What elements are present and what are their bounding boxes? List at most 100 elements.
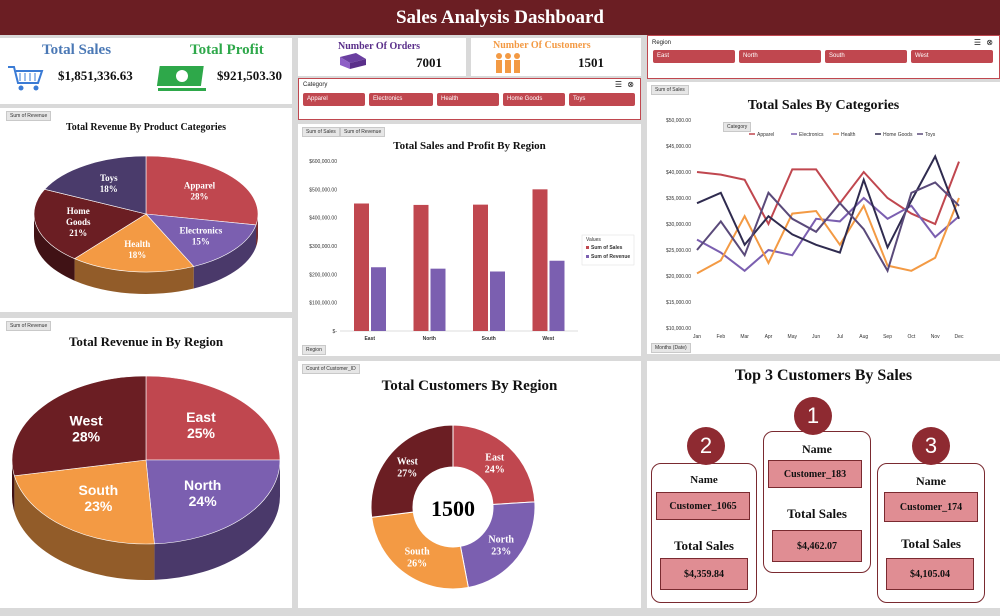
pie-slice-home-goods [33, 188, 147, 260]
legend-item: Health [841, 132, 856, 138]
total-profit-label: Total Profit [190, 42, 264, 58]
pie-label: 28% [72, 429, 101, 445]
field-tag[interactable]: Sum of Revenue [6, 321, 52, 331]
name-label: Name [802, 442, 832, 456]
field-tag[interactable]: Count of Customer_ID [302, 364, 360, 374]
bar-north-sales [413, 204, 429, 331]
customer-card-3: Name Customer_174 Total Sales $4,105.04 [877, 463, 985, 603]
pie-label: Goods [66, 217, 91, 227]
category-slicer-header: Category [303, 82, 328, 88]
pie-slice-west [11, 375, 147, 477]
x-tick-label: Apr [765, 334, 773, 340]
field-tag[interactable]: Sum of Sales [302, 127, 340, 137]
donut-label: East [485, 453, 505, 464]
line-series-home-goods [696, 154, 960, 254]
region-option-west[interactable]: West [911, 50, 993, 63]
pie-slice-side [74, 258, 194, 294]
category-slicer: Category ☰ ⊗ Apparel Electronics Health … [298, 78, 641, 120]
y-tick-label: $10,000.00 [666, 326, 691, 332]
legend-swatch [586, 246, 589, 249]
x-tick-label: West [542, 336, 554, 342]
total-profit-value: $921,503.30 [217, 68, 282, 83]
pie-label: North [184, 477, 221, 493]
category-option-apparel[interactable]: Apparel [303, 93, 365, 106]
donut-slice-south [371, 511, 469, 590]
rank-badge-2: 2 [687, 427, 725, 465]
orders-value: 7001 [416, 55, 442, 70]
legend-item: Sum of Revenue [591, 254, 630, 260]
pie-label: Home [67, 206, 90, 216]
pie-slice-electronics [145, 213, 257, 267]
category-option-electronics[interactable]: Electronics [369, 93, 433, 106]
dashboard-header: Sales Analysis Dashboard [0, 0, 1000, 35]
donut-label: 23% [491, 546, 511, 557]
axis-field-tag[interactable]: Region [302, 345, 326, 355]
line-series-toys [696, 181, 960, 274]
customer-name: Customer_174 [884, 492, 978, 522]
axis-field-tag[interactable]: Months (Date) [651, 343, 691, 353]
x-tick-label: Aug [859, 334, 868, 340]
donut-label: 27% [397, 469, 417, 480]
y-tick-label: $30,000.00 [666, 222, 691, 228]
multi-select-icon[interactable]: ☰ [973, 38, 981, 47]
region-option-south[interactable]: South [825, 50, 907, 63]
pie-label: Toys [100, 173, 118, 183]
clear-filter-icon[interactable]: ⊗ [986, 38, 993, 47]
category-filter-tag[interactable]: Category [723, 122, 752, 132]
pie-slice-east [145, 375, 281, 461]
orders-label: Number Of Orders [338, 41, 421, 52]
y-tick-label: $20,000.00 [666, 274, 691, 280]
clear-filter-icon[interactable]: ⊗ [627, 80, 634, 89]
total-sales-label: Total Sales [674, 538, 734, 553]
customer-name: Customer_183 [768, 460, 862, 488]
chart-title: Total Revenue in By Region [68, 334, 224, 349]
field-tag[interactable]: Sum of Revenue [6, 111, 52, 121]
line-chart: $10,000.00 $15,000.00 $20,000.00 $25,000.00… [666, 118, 964, 340]
donut-slice-east [452, 424, 536, 506]
pie-label: Apparel [184, 181, 216, 191]
pie-label: 15% [192, 237, 210, 247]
region-option-north[interactable]: North [739, 50, 821, 63]
category-pie-chart: Apparel28%Electronics15%Health18%HomeGoo… [33, 155, 259, 294]
pie-label: West [70, 413, 104, 429]
donut-label: 26% [407, 558, 427, 569]
donut-slice-north [459, 501, 536, 589]
y-tick-label: $- [333, 329, 338, 335]
multi-select-icon[interactable]: ☰ [614, 80, 622, 89]
sales-profit-by-region-panel: Sum of Sales Sum of Revenue Total Sales … [298, 124, 641, 356]
customer-sales: $4,359.84 [660, 558, 748, 590]
region-option-east[interactable]: East [653, 50, 735, 63]
x-tick-label: East [364, 336, 375, 342]
name-label: Name [690, 474, 718, 486]
legend-item: Toys [925, 132, 936, 138]
legend-item: Sum of Sales [591, 245, 623, 251]
line-series-electronics [696, 196, 960, 273]
pie-slice-apparel [145, 155, 259, 226]
revenue-by-category-panel: Sum of Revenue Total Revenue By Product … [0, 108, 292, 312]
name-label: Name [916, 474, 946, 488]
x-tick-label: North [423, 336, 436, 342]
pie-label: 18% [128, 250, 146, 260]
x-tick-label: Dec [955, 334, 964, 340]
pie-slice-side [154, 460, 280, 580]
line-series-apparel [696, 161, 960, 227]
field-tag[interactable]: Sum of Sales [651, 85, 689, 95]
y-tick-label: $100,000.00 [309, 301, 337, 307]
y-tick-label: $400,000.00 [309, 216, 337, 222]
y-tick-label: $50,000.00 [666, 118, 691, 124]
rank-badge-1: 1 [794, 397, 832, 435]
category-option-toys[interactable]: Toys [569, 93, 635, 106]
category-option-home-goods[interactable]: Home Goods [503, 93, 565, 106]
region-slicer-header: Region [652, 40, 672, 46]
category-option-health[interactable]: Health [437, 93, 499, 106]
bar-south-sales [473, 204, 488, 331]
dashboard-title: Sales Analysis Dashboard [395, 6, 604, 28]
x-tick-label: Feb [717, 334, 726, 340]
field-tag[interactable]: Sum of Revenue [340, 127, 386, 137]
pie-label: 23% [84, 498, 113, 514]
pie-label: East [186, 409, 216, 425]
kpi-sales-profit-panel: Total Sales $1,851,336.63 Total Profit $… [0, 38, 292, 104]
legend-item: Home Goods [883, 132, 913, 138]
